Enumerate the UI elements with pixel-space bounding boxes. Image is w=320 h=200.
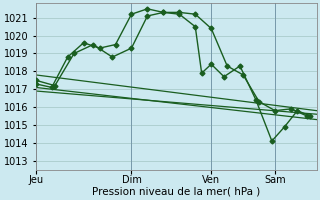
X-axis label: Pression niveau de la mer( hPa ): Pression niveau de la mer( hPa ) [92, 187, 260, 197]
